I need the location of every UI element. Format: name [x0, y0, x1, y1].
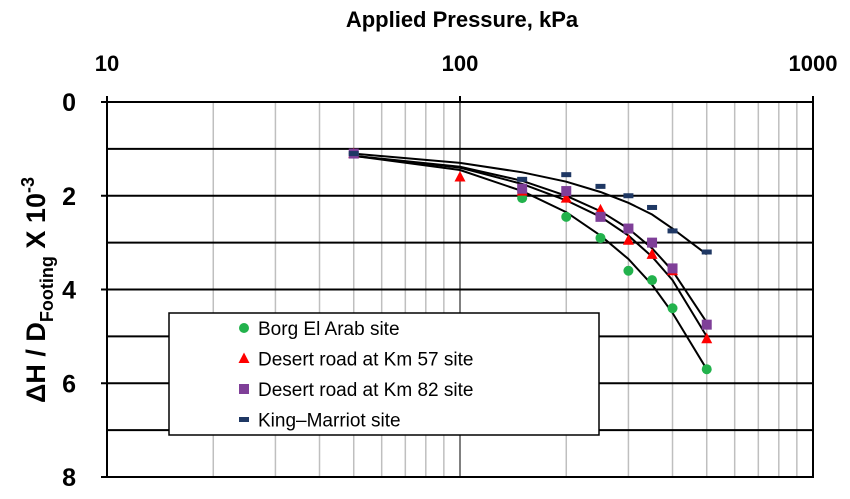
data-point [595, 211, 606, 222]
legend-label: King–Marriot site [258, 411, 401, 432]
series-group [348, 148, 712, 330]
data-point [517, 176, 528, 182]
legend-marker [239, 384, 249, 394]
x-tick-label: 1000 [789, 51, 838, 76]
legend-label: Desert road at Km 82 site [258, 380, 473, 401]
data-point [701, 249, 712, 255]
data-point [647, 204, 658, 210]
data-point [595, 232, 606, 243]
data-point [667, 228, 678, 234]
x-axis-label: Applied Pressure, kPa [346, 7, 579, 32]
data-point [348, 151, 359, 157]
x-tick-label: 100 [442, 51, 479, 76]
data-point [561, 186, 572, 197]
y-axis-label-text: ΔH / DFooting X 10-3 [18, 177, 57, 403]
y-axis-label-suffix: X 10 [21, 193, 51, 256]
legend: Borg El Arab site Desert road at Km 57 si… [168, 312, 600, 436]
y-axis-label: ΔH / DFooting X 10-3 [18, 177, 57, 403]
data-point [701, 364, 712, 375]
legend-marker [238, 352, 250, 363]
y-tick-label: 6 [62, 370, 76, 398]
y-axis-label-superscript: -3 [18, 177, 38, 193]
data-point [560, 192, 572, 203]
legend-label: Borg El Arab site [258, 319, 400, 340]
data-point [517, 183, 528, 194]
trend-line [353, 152, 708, 256]
data-point [622, 234, 634, 245]
data-point [561, 172, 572, 178]
data-point [646, 248, 658, 259]
data-point [667, 303, 678, 314]
x-tick-labels: 10 100 1000 [95, 51, 838, 76]
data-point [517, 193, 528, 204]
data-point [647, 237, 658, 248]
data-point [701, 332, 713, 344]
legend-marker [239, 323, 249, 333]
data-point [647, 275, 658, 286]
data-point [595, 183, 606, 189]
data-point [561, 211, 572, 222]
legend-marker [239, 417, 249, 422]
data-point [623, 193, 634, 199]
y-tick-label: 8 [62, 464, 76, 492]
y-tick-label: 0 [62, 89, 76, 117]
legend-label: Desert road at Km 57 site [258, 350, 473, 371]
series-group [348, 148, 712, 375]
y-tick-labels: 0 2 4 6 8 [62, 89, 76, 492]
y-axis-label-subscript: Footing [37, 256, 57, 322]
data-point [701, 319, 712, 330]
data-point [623, 265, 634, 276]
data-point [623, 223, 634, 234]
x-tick-label: 10 [95, 51, 119, 76]
data-point [454, 171, 466, 182]
y-tick-label: 2 [62, 183, 76, 211]
y-tick-label: 4 [62, 277, 76, 305]
data-point [667, 263, 678, 274]
legend-box [168, 312, 600, 436]
y-axis-label-prefix: ΔH / D [21, 322, 51, 403]
data-point [594, 203, 606, 215]
series-group [348, 151, 712, 255]
